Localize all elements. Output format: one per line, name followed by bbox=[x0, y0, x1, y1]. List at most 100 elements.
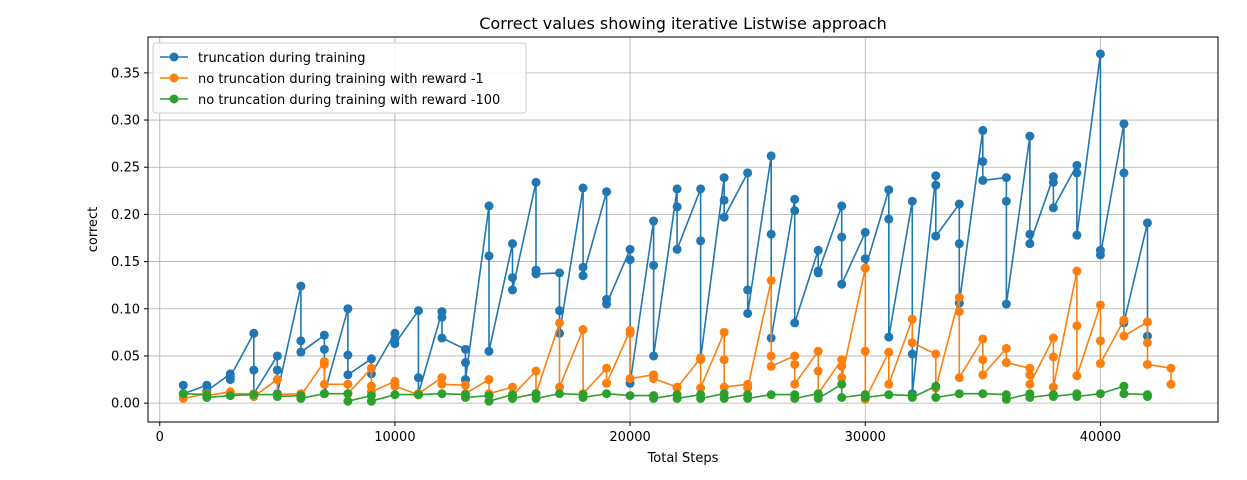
data-point bbox=[813, 366, 823, 376]
data-point bbox=[1025, 239, 1035, 249]
data-point bbox=[249, 390, 259, 400]
data-point bbox=[625, 244, 635, 254]
data-point bbox=[649, 393, 659, 403]
data-point bbox=[343, 379, 353, 389]
data-point bbox=[390, 390, 400, 400]
data-point bbox=[296, 336, 306, 346]
data-point bbox=[766, 390, 776, 400]
y-tick-label: 0.10 bbox=[111, 302, 140, 317]
data-point bbox=[931, 180, 941, 190]
data-point bbox=[790, 359, 800, 369]
data-point bbox=[366, 354, 376, 364]
data-point bbox=[508, 285, 518, 295]
x-tick-label: 0 bbox=[156, 430, 164, 445]
data-point bbox=[413, 390, 423, 400]
data-point bbox=[602, 363, 612, 373]
data-point bbox=[625, 328, 635, 338]
data-point bbox=[1025, 370, 1035, 380]
data-point bbox=[1142, 317, 1152, 327]
data-point bbox=[625, 374, 635, 384]
data-point bbox=[625, 255, 635, 265]
data-point bbox=[978, 389, 988, 399]
data-point bbox=[954, 389, 964, 399]
data-point bbox=[719, 212, 729, 222]
data-point bbox=[484, 201, 494, 211]
data-point bbox=[1095, 250, 1105, 260]
data-point bbox=[860, 346, 870, 356]
data-point bbox=[508, 239, 518, 249]
series-group bbox=[178, 49, 1176, 406]
data-point bbox=[602, 389, 612, 399]
data-point bbox=[1142, 392, 1152, 402]
data-point bbox=[837, 355, 847, 365]
data-point bbox=[1072, 168, 1082, 178]
data-point bbox=[790, 206, 800, 216]
data-point bbox=[813, 393, 823, 403]
data-point bbox=[460, 392, 470, 402]
x-tick-label: 20000 bbox=[609, 430, 650, 445]
legend-label: truncation during training bbox=[198, 51, 366, 66]
data-point bbox=[296, 281, 306, 291]
legend-label: no truncation during training with rewar… bbox=[198, 72, 484, 87]
data-point bbox=[366, 363, 376, 373]
legend-label: no truncation during training with rewar… bbox=[198, 93, 500, 108]
data-point bbox=[1001, 394, 1011, 404]
data-point bbox=[296, 393, 306, 403]
data-point bbox=[437, 312, 447, 322]
data-point bbox=[531, 269, 541, 279]
data-point bbox=[954, 239, 964, 249]
data-point bbox=[272, 365, 282, 375]
data-point bbox=[249, 328, 259, 338]
data-point bbox=[766, 351, 776, 361]
data-point bbox=[1095, 389, 1105, 399]
data-point bbox=[1119, 389, 1129, 399]
data-point bbox=[508, 273, 518, 283]
data-point bbox=[790, 351, 800, 361]
data-point bbox=[1025, 363, 1035, 373]
data-point bbox=[178, 380, 188, 390]
data-point bbox=[1095, 49, 1105, 59]
data-point bbox=[1072, 230, 1082, 240]
data-point bbox=[437, 379, 447, 389]
data-point bbox=[319, 389, 329, 399]
data-point bbox=[578, 271, 588, 281]
data-point bbox=[1001, 196, 1011, 206]
data-point bbox=[1072, 321, 1082, 331]
data-point bbox=[672, 383, 682, 393]
data-point bbox=[225, 391, 235, 401]
data-point bbox=[366, 396, 376, 406]
data-point bbox=[766, 275, 776, 285]
data-point bbox=[1072, 266, 1082, 276]
data-point bbox=[1119, 315, 1129, 325]
data-point bbox=[602, 378, 612, 388]
data-point bbox=[954, 373, 964, 383]
data-point bbox=[1119, 119, 1129, 129]
data-point bbox=[390, 381, 400, 391]
data-point bbox=[1166, 379, 1176, 389]
data-point bbox=[743, 168, 753, 178]
legend-marker bbox=[169, 94, 179, 104]
data-point bbox=[272, 392, 282, 402]
data-point bbox=[837, 361, 847, 371]
x-axis-title: Total Steps bbox=[647, 451, 719, 466]
data-point bbox=[719, 393, 729, 403]
data-point bbox=[790, 318, 800, 328]
data-point bbox=[508, 382, 518, 392]
data-point bbox=[578, 392, 588, 402]
y-tick-label: 0.20 bbox=[111, 208, 140, 223]
data-point bbox=[860, 392, 870, 402]
data-point bbox=[460, 358, 470, 368]
data-point bbox=[978, 355, 988, 365]
data-point bbox=[719, 327, 729, 337]
data-point bbox=[531, 366, 541, 376]
data-point bbox=[837, 232, 847, 242]
data-point bbox=[907, 392, 917, 402]
data-point bbox=[649, 260, 659, 270]
data-point bbox=[837, 201, 847, 211]
data-point bbox=[672, 244, 682, 254]
data-point bbox=[978, 370, 988, 380]
data-point bbox=[437, 373, 447, 383]
data-point bbox=[978, 334, 988, 344]
data-point bbox=[625, 391, 635, 401]
plot-frame bbox=[147, 36, 1219, 423]
